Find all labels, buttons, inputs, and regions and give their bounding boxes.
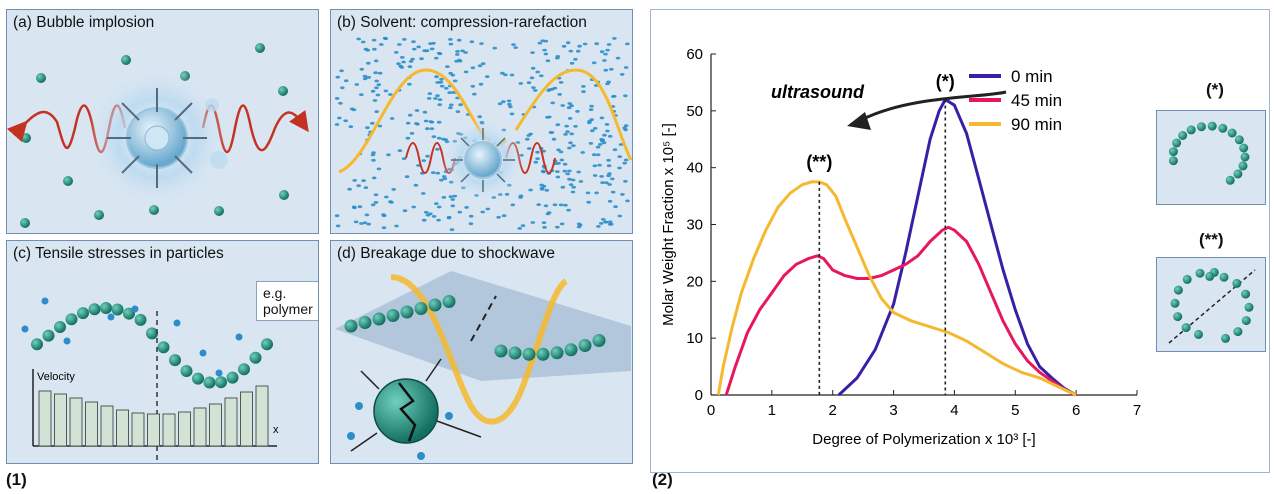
side-label-double-star: (**)	[1199, 230, 1224, 249]
legend-label: 0 min	[1011, 67, 1053, 86]
x-tick-label: 1	[768, 402, 776, 419]
series-line	[837, 98, 1077, 397]
y-tick-label: 20	[686, 273, 703, 290]
x-axis-label: x	[273, 424, 279, 436]
curled-chain-icon	[1168, 121, 1250, 185]
x-tick-label: 5	[1011, 402, 1019, 419]
legend-label: 45 min	[1011, 91, 1062, 110]
series-line	[716, 180, 1077, 397]
ultrasound-label: ultrasound	[771, 82, 865, 102]
chart-panel: 0 1 2 3 4 5 6 7 0 10 20 30 40 50 60 0 min 45 min 90 min …	[650, 9, 1270, 473]
x-tick-label: 4	[950, 402, 958, 419]
tensile-illustration: Velocity x	[21, 297, 279, 461]
example-label: e.g. polymer	[256, 281, 318, 321]
panel-b-title: (b) Solvent: compression-rarefaction	[337, 14, 587, 31]
peak-marker-star: (*)	[936, 71, 955, 91]
x-tick-label: 3	[889, 402, 897, 419]
side-box-double-star	[1156, 257, 1266, 352]
particle-ball	[373, 378, 439, 444]
y-tick-label: 30	[686, 217, 703, 234]
y-tick-label: 40	[686, 160, 703, 177]
y-tick-label: 50	[686, 103, 703, 120]
y-axis-title: Molar Weight Fraction x 10⁵ [-]	[660, 123, 677, 326]
velocity-histogram	[32, 369, 277, 447]
panel-d-title: (d) Breakage due to shockwave	[337, 245, 555, 262]
peak-marker-double-star: (**)	[806, 152, 832, 172]
breakage-illustration	[335, 271, 631, 460]
panel-a-title: (a) Bubble implosion	[13, 14, 155, 31]
broken-polymer-chain	[344, 295, 606, 361]
chart-legend: 0 min 45 min 90 min	[969, 67, 1062, 134]
side-box-star	[1156, 110, 1266, 205]
x-tick-label: 6	[1072, 402, 1080, 419]
velocity-axis-label: Velocity	[37, 371, 75, 383]
panel-solvent-compression: (b) Solvent: compression-rarefaction	[330, 9, 633, 234]
solvent-illustration	[334, 36, 632, 232]
x-tick-label: 0	[707, 402, 715, 419]
x-tick-label: 2	[829, 402, 837, 419]
panel-breakage-shockwave: (d) Breakage due to shockwave	[330, 240, 633, 464]
figure-label-right: (2)	[652, 470, 673, 489]
panel-bubble-implosion: (a) Bubble implosion	[6, 9, 319, 234]
panel-tensile-stresses: (c) Tensile stresses in particles e.g. p…	[6, 240, 319, 464]
x-axis-title: Degree of Polymerization x 10³ [-]	[812, 431, 1035, 448]
y-tick-label: 10	[686, 330, 703, 347]
side-label-star: (*)	[1206, 80, 1224, 99]
y-tick-label: 0	[695, 387, 703, 404]
y-tick-label: 60	[686, 46, 703, 63]
bubble-implosion-illustration	[7, 43, 309, 228]
figure-label-left: (1)	[6, 470, 27, 489]
panel-c-title: (c) Tensile stresses in particles	[13, 245, 224, 262]
x-tick-label: 7	[1133, 402, 1141, 419]
polymer-chain	[21, 297, 273, 389]
series-line	[724, 225, 1077, 397]
broken-chain-icon	[1168, 267, 1256, 344]
legend-label: 90 min	[1011, 115, 1062, 134]
